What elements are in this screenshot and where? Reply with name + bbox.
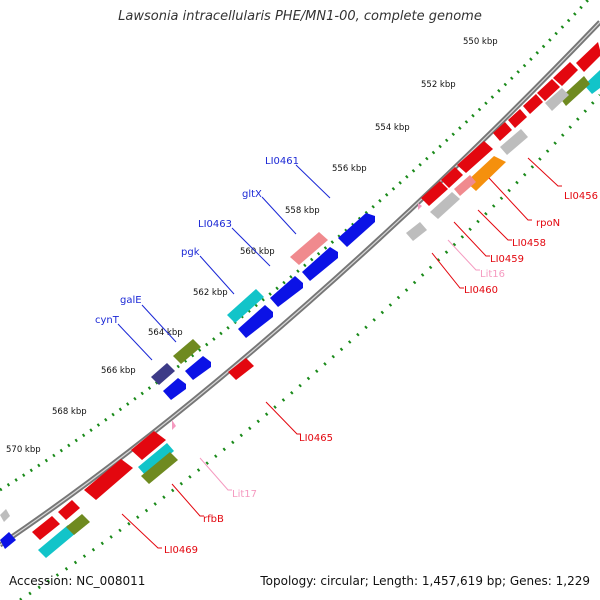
gene-label-Lit16[interactable]: Lit16: [480, 269, 505, 280]
gene-feature[interactable]: [421, 181, 448, 206]
gene-label-LI0459[interactable]: LI0459: [490, 254, 524, 265]
gene-LI0460-box[interactable]: [406, 222, 427, 241]
gene-LI0461[interactable]: [338, 213, 375, 247]
scale-label: 564 kbp: [148, 328, 183, 338]
scale-label: 560 kbp: [240, 247, 275, 257]
scale-label: 554 kbp: [375, 123, 410, 133]
leader-lines: [117, 157, 562, 549]
gene-label-LI0469[interactable]: LI0469: [164, 545, 198, 556]
inner-features: [0, 70, 600, 558]
gene-feature[interactable]: [553, 62, 578, 86]
gene-feature[interactable]: [508, 109, 527, 128]
gene-feature[interactable]: [500, 129, 528, 155]
gene-label-LI0458[interactable]: LI0458: [512, 238, 546, 249]
gene-feature[interactable]: [545, 88, 569, 111]
gene-label-LI0461[interactable]: LI0461: [265, 156, 299, 167]
gene-feature[interactable]: [141, 452, 178, 484]
inner-tick-ring: [19, 93, 600, 600]
gene-label-Lit17[interactable]: Lit17: [232, 489, 257, 500]
gene-feature[interactable]: [163, 378, 186, 400]
gene-label-cynT[interactable]: cynT: [95, 315, 120, 326]
gene-label-galE[interactable]: galE: [120, 295, 142, 306]
gene-label-rfbB[interactable]: rfbB: [203, 514, 224, 525]
gene-rpoN[interactable]: [454, 175, 476, 196]
gene-feature[interactable]: [270, 276, 303, 307]
genome-stats-text: Topology: circular; Length: 1,457,619 bp…: [260, 574, 590, 588]
gene-feature[interactable]: [441, 167, 463, 188]
gene-label-LI0456[interactable]: LI0456: [564, 191, 598, 202]
scale-label: 556 kbp: [332, 164, 367, 174]
outer-features: [0, 42, 600, 540]
scale-label: 550 kbp: [463, 37, 498, 47]
gene-feature[interactable]: [58, 500, 80, 520]
gene-LI0458-box[interactable]: [430, 192, 460, 219]
gene-feature[interactable]: [0, 509, 10, 522]
gene-feature[interactable]: [537, 79, 560, 101]
accession-text: Accession: NC_008011: [9, 574, 146, 588]
gene-feature[interactable]: [84, 459, 133, 500]
gene-label-LI0463[interactable]: LI0463: [198, 219, 232, 230]
gene-LI0463[interactable]: [302, 247, 338, 281]
gene-Lit17-box[interactable]: [172, 420, 176, 430]
gene-feature[interactable]: [523, 94, 543, 114]
scale-label: 558 kbp: [285, 206, 320, 216]
gene-Lit16-box[interactable]: [418, 203, 422, 210]
outer-tick-ring: [0, 0, 590, 492]
scale-label: 562 kbp: [193, 288, 228, 298]
gene-LI0456-box[interactable]: [466, 156, 506, 191]
gene-feature[interactable]: [584, 70, 600, 94]
gene-label-LI0465[interactable]: LI0465: [299, 433, 333, 444]
gene-feature[interactable]: [560, 76, 590, 106]
gene-feature[interactable]: [32, 516, 60, 540]
gene-label-rpoN[interactable]: rpoN: [536, 218, 560, 229]
gene-LI0469-box[interactable]: [38, 525, 76, 558]
gene-feature[interactable]: [238, 305, 273, 338]
scale-label: 568 kbp: [52, 407, 87, 417]
gene-cynT[interactable]: [151, 363, 175, 385]
gene-feature[interactable]: [0, 532, 16, 549]
gene-label-LI0460[interactable]: LI0460: [464, 285, 498, 296]
gene-pgk[interactable]: [227, 289, 264, 323]
scale-label: 570 kbp: [6, 445, 41, 455]
gene-galE[interactable]: [173, 339, 201, 364]
gene-gltX[interactable]: [290, 232, 328, 265]
gene-label-gltX[interactable]: gltX: [242, 189, 262, 200]
gene-rfbB-box[interactable]: [138, 443, 174, 475]
scale-label: 566 kbp: [101, 366, 136, 376]
map-title: Lawsonia intracellularis PHE/MN1-00, com…: [118, 9, 482, 24]
gene-feature[interactable]: [185, 356, 211, 380]
gene-feature[interactable]: [131, 431, 166, 460]
gene-feature[interactable]: [66, 514, 90, 535]
gene-feature[interactable]: [493, 122, 512, 141]
scale-label: 552 kbp: [421, 80, 456, 90]
gene-feature[interactable]: [457, 141, 493, 173]
gene-feature[interactable]: [576, 42, 600, 72]
gene-LI0465-box[interactable]: [228, 358, 254, 380]
gene-label-pgk[interactable]: pgk: [181, 247, 200, 258]
